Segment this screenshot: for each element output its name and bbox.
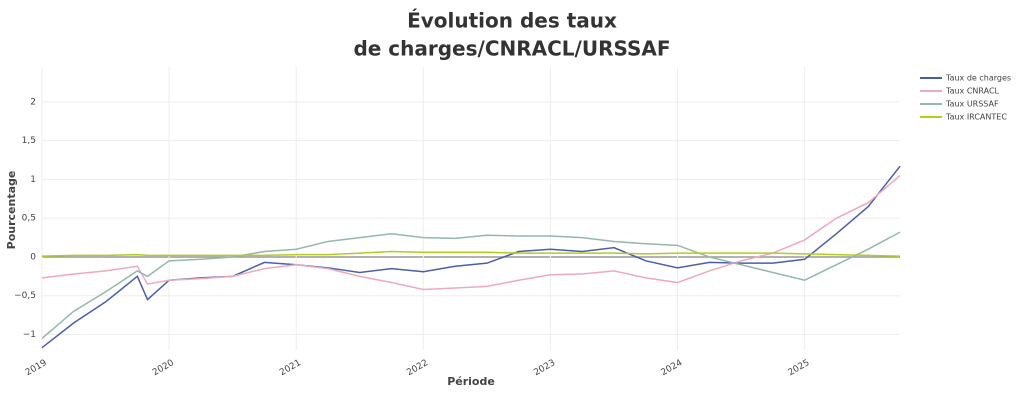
- y-tick-label: 1: [30, 175, 36, 185]
- y-tick-label: 2: [30, 97, 36, 107]
- x-tick-label: 2024: [659, 358, 684, 378]
- data-line: [41, 165, 901, 349]
- x-tick-label: 2023: [532, 358, 557, 378]
- data-line: [41, 250, 901, 257]
- data-line: [41, 231, 901, 339]
- x-tick-label: 2020: [151, 358, 176, 378]
- y-tick-label: 0,5: [22, 214, 36, 224]
- legend-label: Taux de charges: [945, 74, 1011, 83]
- legend-label: Taux CNRACL: [945, 87, 1000, 96]
- x-tick-label: 2025: [787, 358, 812, 378]
- x-tick-label: 2019: [24, 358, 49, 378]
- x-tick-label: 2022: [405, 358, 430, 378]
- x-axis-label: Période: [447, 375, 495, 388]
- y-tick-label: 0: [30, 252, 36, 262]
- y-tick-label: 1,5: [22, 136, 36, 146]
- legend-label: Taux IRCANTEC: [945, 113, 1007, 122]
- y-tick-label: −0,5: [14, 291, 36, 301]
- y-tick-label: −1: [23, 330, 36, 340]
- chart-title: Évolution des taux: [407, 9, 617, 33]
- y-axis-label: Pourcentage: [5, 171, 18, 250]
- chart-title: de charges/CNRACL/URSSAF: [353, 37, 670, 61]
- data-line: [41, 174, 901, 291]
- x-tick-label: 2021: [278, 358, 303, 378]
- legend-label: Taux URSSAF: [945, 100, 999, 109]
